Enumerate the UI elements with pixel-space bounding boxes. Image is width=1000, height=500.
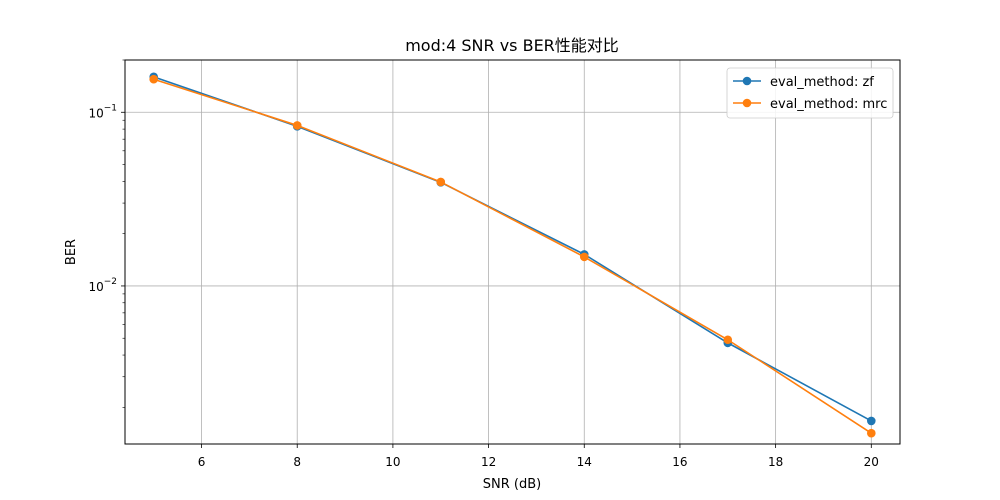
x-tick-label: 16 [672,455,687,469]
y-axis-label: BER [64,239,79,265]
x-tick-label: 8 [293,455,301,469]
data-point [579,252,589,262]
y-tick-label-exponent: −2 [104,277,117,287]
x-tick-label: 20 [864,455,879,469]
y-axis-ticks: 10−110−2 [88,59,125,408]
data-point [149,74,159,84]
x-tick-label: 6 [198,455,206,469]
data-point [436,177,446,187]
legend-label: eval_method: zf [770,75,874,90]
data-point [292,121,302,130]
x-tick-label: 18 [768,455,783,469]
y-tick-label-base: 10 [88,106,103,120]
plot-frame [124,59,901,445]
series-layer [149,72,876,438]
legend-marker [742,98,752,108]
y-tick-label-base: 10 [88,280,103,294]
y-tick-label-exponent: −1 [104,103,117,113]
x-axis-ticks: 6 8 10 12 14 16 18 20 [198,444,879,469]
data-point [723,335,733,345]
x-tick-label: 14 [577,455,592,469]
legend: eval_method: zf eval_method: mrc [726,67,894,119]
legend-label: eval_method: mrc [770,97,887,112]
y-tick-label: 10−1 [88,103,117,120]
data-point [866,416,876,426]
x-axis-label: SNR (dB) [483,477,541,492]
legend-box [726,67,894,119]
y-tick-label: 10−2 [88,277,117,294]
data-point [866,428,876,438]
legend-marker [742,76,752,86]
chart-title: mod:4 SNR vs BER性能对比 [405,36,619,55]
x-tick-label: 10 [385,455,400,469]
series-line [153,78,872,434]
x-tick-label: 12 [481,455,496,469]
